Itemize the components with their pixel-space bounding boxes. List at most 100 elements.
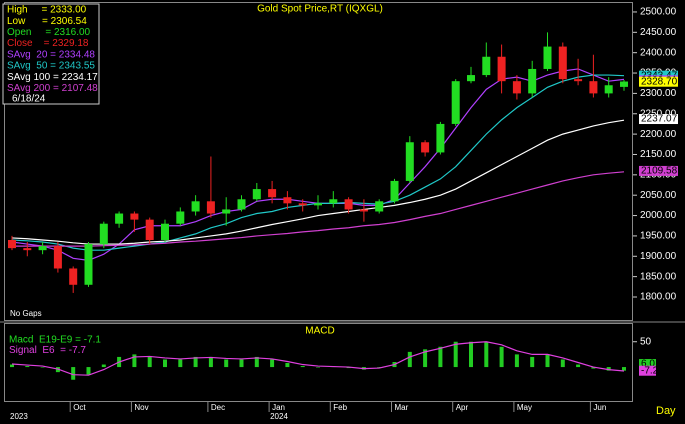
candle-body [558, 46, 567, 80]
candle-body [145, 219, 154, 240]
date-label: 6/18/24 [12, 94, 46, 105]
candle-body [604, 85, 613, 94]
macd-bar [300, 366, 305, 368]
candle-body [589, 81, 598, 94]
candle-body [528, 68, 537, 94]
macd-bar [591, 367, 596, 369]
axis-marker-label: 2109.58 [641, 166, 678, 177]
legend-entry: Macd E19-E9 = -7.1 [9, 335, 101, 346]
price-frame [4, 2, 633, 321]
legend-entry: Close = 2329.18 [7, 38, 89, 49]
candle-body [115, 213, 124, 224]
y-tick-label: 1900.00 [640, 251, 677, 262]
legend-entry: SAvg 200 = 2107.48 [7, 83, 98, 94]
candle-body [23, 248, 32, 251]
y-tick-label: 2200.00 [640, 129, 677, 140]
macd-bar [224, 359, 229, 368]
macd-bar [438, 346, 443, 368]
candle-body [375, 201, 384, 212]
macd-bar [193, 356, 198, 368]
candle-body [467, 75, 475, 82]
signal-line [11, 341, 625, 376]
macd-title: MACD [305, 326, 334, 337]
axis-marker-label: -7.2 [641, 365, 659, 376]
note: No Gaps [10, 309, 42, 318]
macd-bar [208, 356, 213, 368]
legend-box [2, 3, 100, 105]
candle-body [298, 203, 307, 206]
axis-marker [639, 76, 678, 87]
y-tick-label: 1950.00 [640, 231, 677, 242]
candle-body [359, 209, 368, 212]
macd-bar [178, 359, 183, 368]
macd-bar [270, 359, 275, 368]
x-tick-label: Apr [456, 403, 469, 412]
x-tick-label: Mar [395, 403, 409, 412]
y-tick-label: 2450.00 [640, 27, 677, 38]
candle-body [574, 79, 583, 82]
axis-marker-label: 6.0 [641, 359, 655, 370]
candle-body [482, 56, 491, 76]
candle-body [344, 199, 353, 210]
candle-body [8, 239, 16, 249]
x-tick-label: Jun [593, 403, 606, 412]
macd-bar [239, 359, 244, 368]
y-tick-label: 2300.00 [640, 88, 677, 99]
x-tick-label: Feb [333, 403, 347, 412]
candle-body [252, 189, 261, 200]
macd-bar [86, 367, 91, 375]
macd-bar [316, 367, 320, 368]
year-label: 2023 [10, 412, 28, 421]
candle-body [283, 197, 292, 204]
y-tick-label: 50 [640, 336, 652, 347]
candle-body [390, 180, 399, 202]
macd-bar [545, 354, 550, 368]
candle-body [130, 213, 139, 220]
macd-bar [132, 354, 137, 368]
candle-body [38, 246, 47, 251]
year-label: 2024 [270, 412, 288, 421]
macd-bar [40, 367, 45, 368]
candle-body [191, 201, 200, 212]
candle-body [222, 209, 231, 214]
candle-body [436, 123, 445, 153]
legend-entry: SAvg 50 = 2343.55 [7, 61, 95, 72]
legend-entry: SAvg 100 = 2234.17 [7, 72, 98, 83]
candle-body [176, 211, 185, 224]
macd-bar [254, 356, 259, 368]
y-tick-label: 1850.00 [640, 271, 677, 282]
candle-body [512, 81, 521, 94]
y-tick-label: 2150.00 [640, 149, 677, 160]
candle-body [451, 81, 460, 124]
candle-body [620, 81, 628, 87]
chart-title: Gold Spot Price,RT (IQXGL) [257, 4, 383, 15]
macd-bar [530, 356, 535, 368]
candle-body [53, 246, 62, 269]
y-tick-label: 2000.00 [640, 210, 677, 221]
x-unit: Day [656, 405, 676, 417]
x-tick-label: Jan [272, 403, 285, 412]
candle-body [237, 199, 246, 210]
macd-bar [453, 341, 458, 368]
macd-bar [560, 359, 565, 368]
macd-bar [423, 349, 428, 368]
candle-body [99, 223, 108, 245]
x-tick-label: Dec [211, 403, 225, 412]
y-tick-label: 2250.00 [640, 108, 677, 119]
candle-body [69, 268, 78, 285]
macd-bar [101, 364, 106, 368]
legend-entry: Open = 2316.00 [7, 27, 91, 38]
macd-bar [622, 367, 626, 371]
axis-marker [639, 365, 656, 376]
macd-bar [484, 341, 489, 368]
moving-average [11, 119, 625, 245]
x-tick-label: Oct [73, 403, 86, 412]
candle-body [84, 244, 93, 285]
macd-bar [147, 356, 152, 368]
axis-marker-label: 2328.70 [641, 76, 678, 87]
moving-average [12, 171, 625, 247]
macd-bar [606, 367, 611, 371]
candle-body [161, 223, 169, 240]
